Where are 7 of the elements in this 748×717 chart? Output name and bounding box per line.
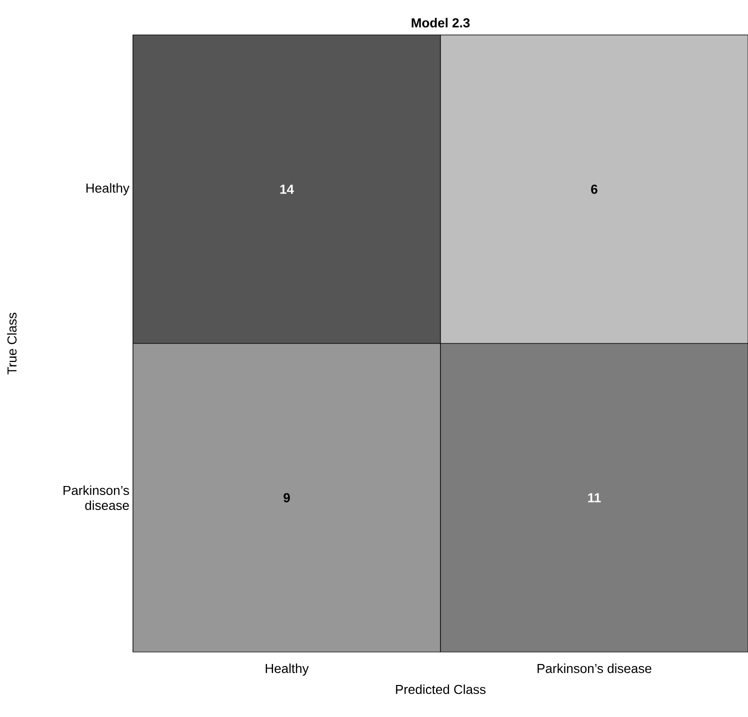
data-label: 9 bbox=[284, 493, 290, 502]
x-axis-title: Predicted Class bbox=[396, 684, 486, 694]
data-label: 14 bbox=[280, 184, 294, 194]
chart-title: Model 2.3 bbox=[412, 18, 470, 28]
data-label: 11 bbox=[588, 493, 601, 502]
y-axis-title: True Class bbox=[7, 312, 17, 374]
data-label: 6 bbox=[591, 184, 598, 194]
